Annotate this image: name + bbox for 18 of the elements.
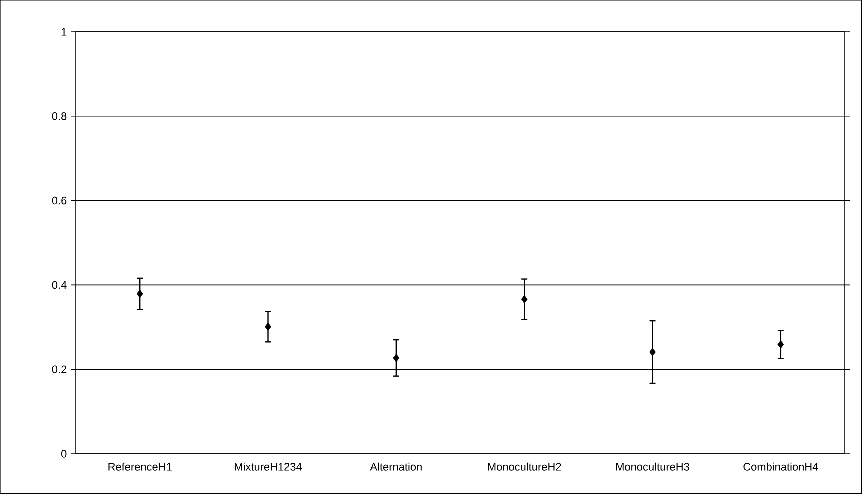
point — [650, 348, 656, 356]
y-tick-label: 0.2 — [52, 366, 67, 374]
point — [521, 295, 528, 304]
point — [778, 340, 784, 349]
x-tick-label: MixtureH1234 — [235, 462, 302, 471]
x-tick-label: Alternation — [370, 462, 422, 471]
x-tick-label: MonocultureH2 — [488, 462, 562, 471]
x-tick-label: MonocultureH3 — [616, 462, 690, 471]
y-tick-label: 1 — [62, 28, 67, 36]
x-tick-label: ReferenceH1 — [108, 462, 172, 471]
y-tick-label: 0.4 — [52, 281, 67, 290]
y-tick-label: 0 — [61, 450, 67, 458]
point — [265, 322, 272, 332]
x-tick-label: CombinationH4 — [744, 462, 818, 471]
y-tick-label: 0.8 — [52, 112, 67, 120]
point — [136, 290, 144, 298]
y-tick-label: 0.6 — [52, 196, 67, 205]
point — [393, 354, 400, 362]
